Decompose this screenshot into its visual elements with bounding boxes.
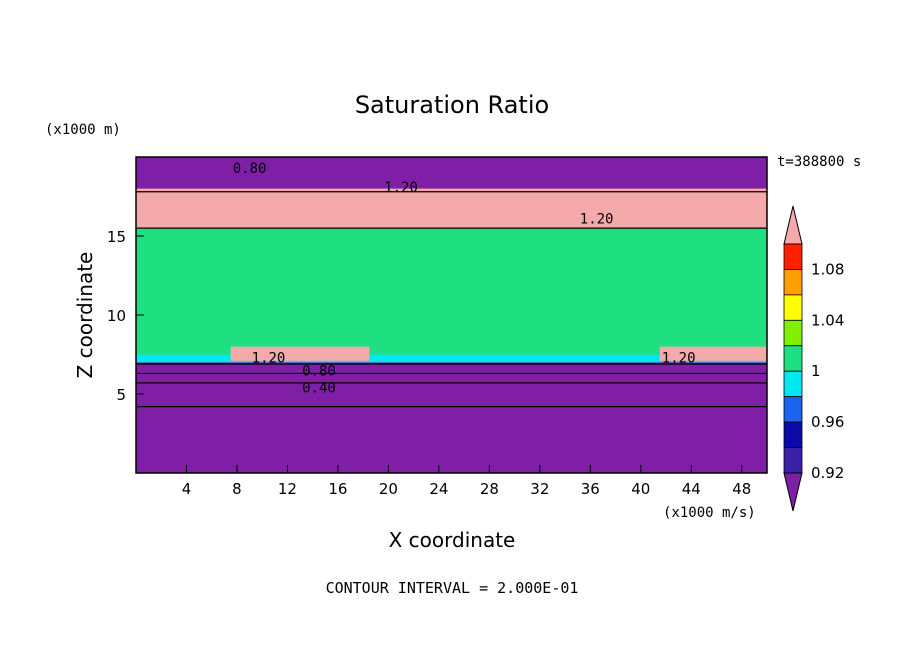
- contour-label-4: 1.20: [662, 351, 696, 367]
- chart-title: Saturation Ratio: [355, 91, 549, 119]
- contour-layer: 0.80 1.20 1.20 1.20 1.20 0.80 0.40: [136, 161, 767, 408]
- colorbar-tick-label-3: 1.04: [811, 311, 844, 329]
- colorbar-bin-2: [783, 294, 803, 321]
- x-tick-label-8: 36: [581, 480, 600, 498]
- colorbar-bin-7: [783, 421, 803, 448]
- contour-label-6: 0.40: [302, 381, 336, 397]
- contour-label-1: 1.20: [384, 180, 418, 196]
- x-unit-label: (x1000 m/s): [663, 505, 756, 521]
- contour-label-3: 1.20: [252, 351, 286, 367]
- y-tick-label-1: 10: [107, 307, 126, 325]
- field-region-4: [136, 188, 767, 229]
- colorbar-extend-top: [783, 205, 803, 245]
- colorbar: 0.92 0.96 1 1.04 1.08: [783, 205, 844, 512]
- colorbar-bin-1: [783, 269, 803, 296]
- contour-interval-footer: CONTOUR INTERVAL = 2.000E-01: [326, 579, 579, 597]
- contour-label-2: 1.20: [580, 212, 614, 228]
- field-region-5: [230, 346, 370, 361]
- y-tick-label-0: 5: [116, 386, 126, 404]
- y-unit-label: (x1000 m): [45, 122, 121, 138]
- colorbar-bin-4: [783, 345, 803, 372]
- contour-label-5: 0.80: [302, 363, 336, 379]
- y-axis-label: Z coordinate: [73, 252, 97, 379]
- x-axis-label: X coordinate: [389, 528, 516, 552]
- x-tick-label-7: 32: [530, 480, 549, 498]
- field-region-3: [136, 228, 767, 355]
- x-tick-label-5: 24: [429, 480, 448, 498]
- x-tick-label-6: 28: [480, 480, 499, 498]
- x-tick-label-10: 44: [682, 480, 701, 498]
- colorbar-tick-label-2: 1: [811, 362, 821, 380]
- y-tick-label-2: 15: [107, 228, 126, 246]
- field-region-1: [136, 157, 767, 192]
- x-tick-label-3: 16: [328, 480, 347, 498]
- colorbar-bin-0: [783, 243, 803, 270]
- colorbar-bin-3: [783, 319, 803, 347]
- colorbar-bin-5: [783, 370, 803, 398]
- colorbar-bin-6: [783, 396, 803, 423]
- time-label: t=388800 s: [777, 154, 861, 170]
- colorbar-bin-8: [783, 447, 803, 474]
- colorbar-tick-label-4: 1.08: [811, 260, 844, 278]
- contour-label-0: 0.80: [233, 161, 267, 177]
- colorbar-extend-bottom: [783, 472, 803, 512]
- field-region-6: [659, 346, 767, 361]
- x-tick-label-4: 20: [379, 480, 398, 498]
- x-tick-label-9: 40: [631, 480, 650, 498]
- x-tick-label-2: 12: [278, 480, 297, 498]
- field-layer: [136, 157, 767, 473]
- x-tick-label-11: 48: [732, 480, 751, 498]
- colorbar-tick-label-1: 0.96: [811, 413, 844, 431]
- colorbar-tick-label-0: 0.92: [811, 464, 844, 482]
- field-region-0: [136, 363, 767, 473]
- x-tick-label-1: 8: [232, 480, 242, 498]
- x-tick-label-0: 4: [182, 480, 192, 498]
